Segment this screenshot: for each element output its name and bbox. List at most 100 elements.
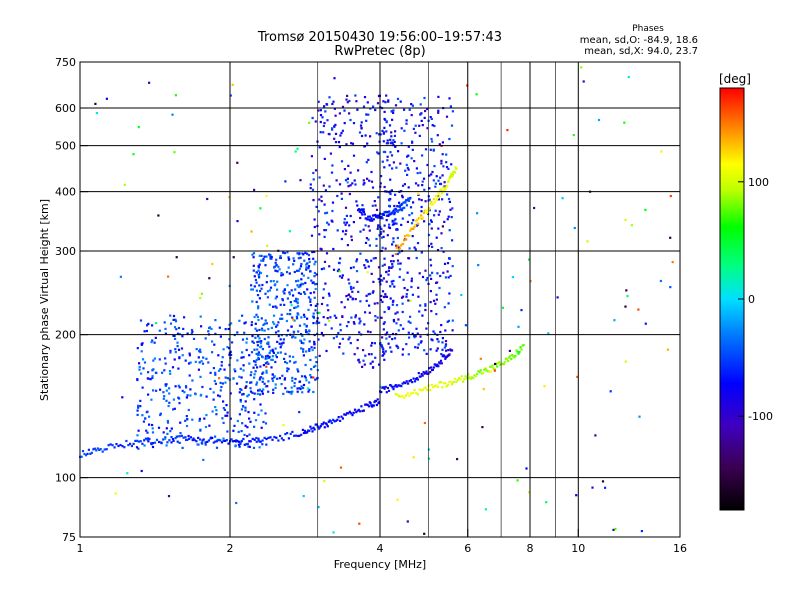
data-point (338, 342, 342, 345)
data-point (445, 385, 448, 388)
data-point (199, 297, 202, 300)
data-point (387, 307, 390, 311)
data-point (364, 224, 367, 227)
data-point (372, 257, 375, 260)
data-point (216, 440, 219, 443)
data-point (377, 196, 380, 199)
data-point (219, 389, 222, 392)
data-point (383, 352, 386, 355)
data-point (327, 309, 330, 312)
data-point (264, 355, 268, 358)
data-point (239, 442, 242, 445)
data-point (239, 400, 242, 403)
data-point (405, 122, 408, 125)
data-point (296, 269, 299, 272)
data-point (443, 220, 446, 223)
data-point (160, 441, 163, 444)
data-point (354, 94, 357, 97)
data-point (265, 369, 268, 372)
data-point (348, 224, 351, 227)
data-point (444, 276, 447, 279)
data-point (262, 377, 265, 380)
data-point (404, 169, 407, 172)
data-point (172, 398, 175, 401)
data-point (400, 127, 403, 130)
data-point (314, 356, 317, 359)
data-point (313, 225, 316, 229)
data-point (366, 260, 369, 263)
data-point (257, 389, 260, 392)
data-point (407, 353, 410, 356)
data-point (240, 439, 243, 442)
data-point (435, 384, 438, 387)
data-point (392, 144, 395, 147)
data-point (433, 198, 436, 201)
data-point (420, 389, 423, 392)
data-point (430, 220, 433, 223)
data-point (424, 304, 427, 307)
data-point (170, 427, 173, 430)
data-point (401, 302, 404, 305)
data-point (302, 348, 305, 351)
data-point (158, 329, 161, 332)
data-point (426, 210, 429, 213)
data-point (405, 293, 408, 296)
data-point (267, 436, 270, 439)
data-point (322, 288, 325, 291)
data-point (214, 319, 217, 322)
data-point (266, 275, 269, 278)
data-point (225, 439, 228, 442)
data-point (429, 116, 432, 119)
data-point (392, 320, 396, 323)
data-point (449, 176, 452, 179)
data-point (265, 443, 268, 446)
data-point (316, 224, 319, 228)
data-point (353, 322, 356, 325)
data-point (338, 183, 342, 186)
data-point (352, 411, 355, 414)
data-point (166, 419, 169, 423)
data-point (364, 134, 367, 137)
data-point (357, 208, 361, 211)
data-point (205, 395, 208, 398)
data-point (469, 377, 472, 380)
data-point (356, 347, 359, 350)
data-point (155, 322, 158, 325)
data-point (147, 437, 150, 440)
data-point (252, 341, 255, 344)
data-point (384, 295, 387, 298)
data-point (299, 339, 302, 342)
data-point (193, 438, 196, 442)
data-point (382, 277, 385, 280)
data-point (335, 316, 338, 319)
data-point (322, 267, 325, 270)
data-point (246, 426, 249, 429)
data-point (519, 346, 522, 349)
data-point (391, 300, 395, 303)
data-point (444, 340, 448, 343)
data-point (282, 439, 285, 442)
data-point (274, 331, 278, 334)
data-point (145, 329, 148, 333)
data-point (432, 366, 435, 369)
x-tick-label: 4 (377, 542, 384, 555)
data-point (415, 327, 418, 330)
data-point (387, 214, 390, 217)
data-point (311, 281, 314, 285)
data-point (365, 294, 368, 297)
data-point (449, 208, 452, 211)
data-point (302, 431, 306, 435)
data-point (258, 378, 261, 381)
data-point (426, 163, 429, 167)
data-point (335, 335, 338, 338)
data-point (202, 438, 205, 441)
data-point (164, 327, 167, 330)
data-point (251, 253, 254, 256)
data-point (222, 421, 225, 424)
data-point (174, 385, 177, 388)
data-point (355, 260, 358, 263)
data-point (304, 281, 307, 285)
data-point (445, 153, 448, 156)
data-point (257, 413, 260, 416)
data-point (206, 440, 209, 443)
